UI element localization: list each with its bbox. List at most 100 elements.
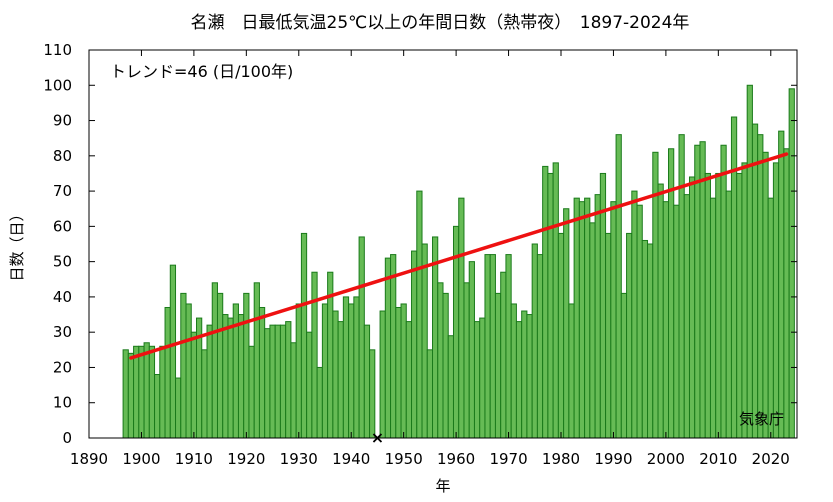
bar-1954 [421,243,428,439]
bar-1955 [426,349,434,439]
bar-1995 [636,204,643,439]
y-tick-label-0: 0 [62,429,72,447]
bar-2013 [730,116,738,439]
x-tick-label-1890: 1890 [70,450,108,468]
y-tick-label-10: 10 [53,394,72,412]
bar-1971 [510,303,517,439]
y-tick-label-80: 80 [53,147,72,165]
bar-1914 [211,282,218,439]
bar-1992 [620,292,628,439]
bar-2024 [788,88,795,439]
bar-1973 [521,310,528,439]
bar-1909 [185,303,192,439]
bar-2019 [762,151,769,439]
bar-2023 [783,148,790,439]
bar-1941 [353,296,360,439]
bar-1934 [316,366,323,439]
bar-1966 [484,254,491,439]
bar-1912 [201,349,208,439]
y-tick-label-40: 40 [53,288,72,306]
x-tick-label-2000: 2000 [647,450,685,468]
bar-1982 [568,303,575,439]
bar-1985 [584,197,591,439]
bar-2017 [751,123,759,439]
bar-1927 [279,324,287,439]
bar-1964 [473,321,481,439]
bar-2008 [704,172,711,439]
bar-2020 [767,197,774,439]
bar-1942 [358,236,365,439]
x-tick-label-1940: 1940 [332,450,370,468]
axes-layer: 1890 1900 1910 1920 1930 1940 1950 1960 1970 1980… [43,41,797,468]
bar-2010 [715,172,722,439]
bar-1903 [154,374,161,439]
bar-1900 [138,345,145,439]
bar-2003 [678,134,685,439]
bar-1978 [547,172,554,439]
bar-1949 [395,306,402,439]
x-tick-label-1930: 1930 [280,450,318,468]
bar-1919 [237,314,245,439]
bar-1901 [143,342,150,439]
bar-1981 [563,208,570,439]
bar-1958 [442,292,449,439]
bar-1930 [295,303,302,439]
bar-1947 [384,257,392,439]
bar-1923 [258,306,266,439]
bar-1902 [148,345,156,439]
bar-1928 [285,321,292,439]
trend-annotation: トレンド=46 (日/100年) [110,62,293,81]
bar-1989 [605,232,612,439]
bar-1968 [494,292,502,439]
bar-2002 [673,204,680,439]
bar-1924 [264,328,271,439]
bar-1899 [133,345,140,439]
y-tick-label-30: 30 [53,323,72,341]
y-tick-label-90: 90 [53,112,72,130]
bar-1976 [536,254,544,439]
bar-1965 [479,317,486,439]
bar-1917 [227,317,234,439]
bars-layer [122,84,795,443]
bar-2016 [746,84,753,439]
bar-1952 [411,250,418,439]
bar-1931 [300,232,308,439]
bar-1943 [363,324,371,439]
chart-title: 名瀬 日最低気温25℃以上の年間日数（熱帯夜） 1897-2024年 [191,13,690,33]
x-tick-label-2010: 2010 [699,450,737,468]
bar-2007 [699,141,706,439]
y-tick-label-50: 50 [53,253,72,271]
bar-2000 [662,201,670,439]
x-tick-label-1970: 1970 [489,450,527,468]
bar-1991 [615,134,622,439]
bar-1906 [169,264,177,439]
bar-1999 [657,183,664,439]
x-axis-label: 年 [435,477,450,495]
bar-2005 [688,176,696,439]
bar-1996 [641,239,649,439]
bar-2009 [709,197,717,439]
bar-1959 [447,335,454,439]
x-tick-label-1900: 1900 [122,450,160,468]
bar-1940 [348,303,355,439]
credit-label: 気象庁 [739,410,784,428]
bar-1994 [631,190,638,439]
bar-1937 [332,310,339,439]
bar-1951 [405,321,413,439]
bar-1970 [505,254,512,439]
bar-1913 [206,324,213,439]
y-tick-label-20: 20 [53,358,72,376]
x-tick-label-1910: 1910 [175,450,213,468]
y-tick-label-100: 100 [43,76,72,94]
x-tick-label-2020: 2020 [752,450,790,468]
y-axis-label: 日数（日） [8,206,26,281]
bar-1969 [500,271,507,439]
bar-1897 [122,349,129,439]
bar-1933 [311,271,318,439]
bar-1905 [164,306,171,439]
bar-1948 [390,254,397,439]
bar-2014 [736,172,743,439]
bar-1908 [180,292,187,439]
